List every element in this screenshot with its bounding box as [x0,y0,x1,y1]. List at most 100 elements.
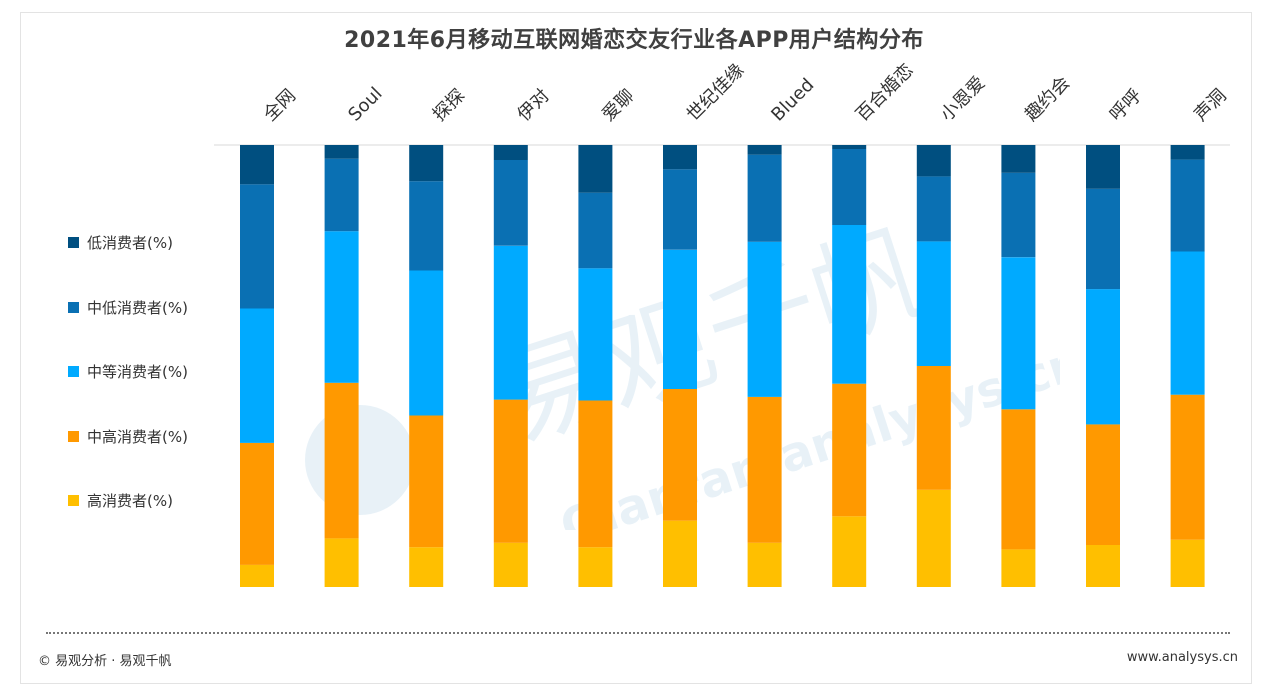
footer-website: www.analysys.cn [1126,650,1238,665]
bar-segment [493,245,528,400]
bar-stack [663,145,697,587]
bar-segment [409,145,444,182]
category-label: 呼呼 [1106,85,1146,125]
category-label: Soul [344,83,386,125]
bar-stack [1086,145,1120,587]
category-label: 全网 [260,85,300,125]
category-label: Blued [767,74,818,125]
bar-segment [916,176,951,242]
category-label: 百合婚恋 [851,59,917,125]
bar-segment [240,308,274,443]
bar-segment [1086,424,1120,545]
bar-segment [409,415,444,548]
bar-segment [832,145,867,149]
bar-segment [1086,188,1120,290]
bar-segment [493,399,528,543]
category-label: 小恩爱 [936,73,989,126]
legend-label: 中低消费者(%) [87,298,188,317]
legend-label: 中等消费者(%) [87,363,188,381]
bar-segment [747,241,782,397]
bar-segment [916,489,951,587]
bar-segment [578,145,613,193]
bar-segment [1086,545,1120,587]
bar-segment [240,145,274,185]
bar-segment [324,145,359,159]
legend-item: 中等消费者(%) [68,361,188,382]
bar-segment [1001,409,1036,550]
bar-segment [1170,251,1205,395]
legend-swatch [68,495,79,506]
bar-segment [663,520,697,587]
legend-swatch [68,366,79,377]
legend-swatch [68,430,79,442]
bar-segment [578,547,613,587]
bar-segment [1086,289,1120,425]
legend-label: 高消费者(%) [87,492,173,510]
bar-stack [747,145,782,587]
bar-segment [916,145,951,177]
footer-copyright: © 易观分析 · 易观千帆 [38,654,172,669]
bar-segment [240,184,274,309]
bar-stack [1001,145,1036,587]
bar-segment [493,145,528,160]
category-label: 趣约会 [1021,73,1074,126]
category-label: 探探 [429,85,469,125]
bar-segment [663,145,697,170]
bar-segment [578,192,613,269]
bar-segment [747,396,782,543]
legend-label: 中高消费者(%) [87,427,188,446]
bar-segment [240,564,274,587]
bar-stack [409,145,444,587]
bar-segment [493,542,528,587]
category-label: 世纪佳缘 [683,60,749,126]
legend-item: 中低消费者(%) [68,297,188,318]
bar-segment [324,382,359,539]
bar-segment [832,383,867,517]
bar-stack [493,145,528,587]
bar-stack [916,145,951,587]
bar-segment [1170,394,1205,540]
bar-segment [409,270,444,416]
bar-stack [324,145,359,587]
bar-segment [324,231,359,383]
bar-segment [663,169,697,250]
bar-segment [663,389,697,521]
bar-segment [916,366,951,490]
bar-segment [832,149,867,225]
bar-segment [747,145,782,155]
footer-divider [46,632,1230,634]
bar-segment [1001,257,1036,410]
legend-swatch [68,301,79,313]
category-label: 爱聊 [598,85,638,125]
bar-segment [578,400,613,548]
bar-segment [1001,172,1036,258]
legend-swatch [68,237,79,248]
legend-label: 低消费者(%) [87,234,173,252]
legend-item: 低消费者(%) [68,232,173,253]
bar-segment [324,538,359,587]
bar-segment [747,154,782,242]
bar-segment [1170,159,1205,252]
bar-segment [1001,549,1036,587]
legend-item: 中高消费者(%) [68,426,188,447]
bar-stack [240,145,274,587]
bar-segment [663,249,697,389]
bar-segment [409,181,444,271]
bar-stack [578,145,613,587]
chart-title: 2021年6月移动互联网婚恋交友行业各APP用户结构分布 [344,28,924,53]
category-label: 伊对 [513,85,553,125]
bar-segment [1086,145,1120,189]
bar-stack [832,145,867,587]
bar-segment [578,268,613,401]
bar-stack [1170,145,1205,587]
bar-segment [1170,539,1205,587]
bar-segment [240,442,274,565]
bar-segment [493,160,528,246]
bar-segment [409,547,444,587]
legend-item: 高消费者(%) [68,490,173,511]
bar-segment [832,225,867,384]
bar-segment [1001,145,1036,173]
bar-segment [832,516,867,587]
bar-segment [916,241,951,366]
